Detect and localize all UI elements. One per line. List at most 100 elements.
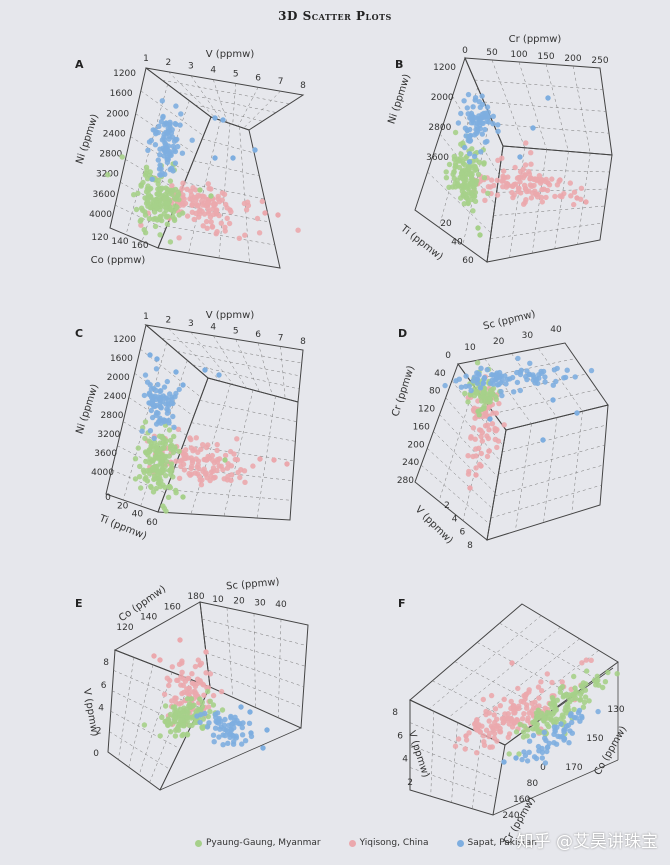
data-point-green — [580, 704, 587, 710]
data-point-green — [143, 474, 149, 481]
face-top-gridline — [454, 661, 551, 713]
face-left-gridline — [420, 464, 490, 525]
data-point-green — [184, 706, 190, 713]
data-point-blue — [211, 739, 217, 745]
data-point-green — [465, 200, 471, 207]
data-point-pink — [491, 735, 497, 741]
data-point-pink — [164, 445, 170, 451]
data-point-green — [458, 141, 464, 147]
face-left-gridline — [130, 136, 189, 174]
data-point-green — [150, 458, 156, 464]
data-point-green — [148, 484, 154, 491]
data-point-green — [479, 377, 486, 384]
data-point-green — [173, 710, 180, 716]
face-back-gridline — [491, 59, 526, 148]
data-point-pink — [515, 726, 521, 732]
data-point-pink — [219, 197, 225, 203]
data-point-green — [155, 181, 161, 187]
data-point-pink — [177, 458, 183, 464]
face-left-gridline — [113, 670, 201, 708]
data-point-blue — [166, 152, 173, 158]
data-point-blue — [481, 376, 487, 382]
data-point-green — [143, 450, 149, 456]
data-point-blue — [551, 740, 557, 746]
data-point-green — [144, 167, 150, 173]
data-point-pink — [177, 637, 183, 643]
data-point-green — [546, 710, 552, 716]
data-point-blue — [481, 114, 487, 120]
data-point-pink — [211, 201, 217, 207]
data-point-blue — [499, 377, 505, 384]
data-point-green — [536, 728, 542, 734]
data-point-green — [473, 166, 479, 172]
data-point-blue — [499, 392, 505, 399]
face-left-gridline — [123, 421, 180, 455]
data-point-blue — [524, 376, 530, 383]
data-point-blue — [228, 715, 234, 721]
data-point-blue — [478, 365, 484, 371]
data-point-blue — [206, 720, 212, 726]
data-point-blue — [539, 745, 545, 752]
data-point-green — [191, 713, 197, 719]
data-point-pink — [505, 734, 511, 740]
data-point-green — [144, 197, 150, 203]
face-top-gridline — [428, 615, 542, 710]
data-point-green — [470, 183, 476, 189]
face-right-gridline — [554, 151, 569, 249]
data-point-pink — [200, 193, 206, 199]
data-point-blue — [227, 734, 233, 740]
data-point-pink — [242, 232, 248, 238]
data-point-green — [148, 185, 154, 192]
data-point-blue — [223, 727, 229, 733]
data-point-green — [154, 463, 160, 470]
data-point-pink — [192, 446, 198, 452]
face-right-gridline — [174, 467, 293, 481]
x-tick-label: 170 — [565, 763, 582, 773]
face-left-gridline — [438, 385, 475, 502]
data-point-green — [149, 203, 156, 209]
data-point-pink — [202, 713, 209, 719]
data-point-pink — [513, 706, 519, 712]
data-point-green — [146, 172, 153, 178]
data-point-blue — [487, 380, 494, 386]
data-point-pink — [508, 698, 514, 705]
data-point-blue — [566, 740, 572, 746]
data-point-pink — [527, 176, 533, 182]
data-point-blue — [490, 372, 496, 378]
data-point-green — [565, 707, 572, 713]
data-point-pink — [186, 470, 192, 477]
data-point-green — [473, 180, 479, 186]
data-point-blue — [163, 147, 169, 154]
data-point-pink — [526, 689, 532, 695]
data-point-green — [140, 179, 146, 186]
data-point-green — [454, 177, 460, 183]
data-point-blue — [536, 375, 542, 381]
data-point-pink — [549, 693, 555, 699]
face-top-gridline — [190, 75, 223, 121]
data-point-pink — [256, 230, 263, 236]
data-point-pink — [190, 696, 197, 702]
box-face-right — [486, 404, 609, 541]
data-point-pink — [508, 718, 515, 724]
data-point-green — [451, 169, 457, 175]
data-point-pink — [476, 723, 482, 729]
data-point-green — [454, 156, 460, 162]
data-point-pink — [241, 468, 248, 474]
data-point-pink — [173, 695, 179, 701]
face-right-gridline — [490, 222, 603, 240]
data-point-pink — [179, 658, 185, 664]
data-point-green — [169, 468, 175, 474]
legend-item: Pyaung-Gaung, Myanmar — [195, 838, 321, 848]
data-point-pink — [510, 703, 516, 709]
data-point-pink — [216, 463, 222, 469]
data-point-pink — [192, 691, 199, 698]
data-point-pink — [522, 162, 529, 168]
data-point-pink — [195, 449, 201, 455]
data-point-pink — [538, 726, 544, 732]
data-point-blue — [161, 122, 168, 128]
data-point-pink — [197, 678, 203, 684]
data-point-pink — [245, 202, 252, 209]
y-tick-label: 1200 — [113, 335, 136, 345]
y-axis-label: Ni (ppmw) — [74, 113, 101, 166]
x-axis-label: V (ppmw) — [206, 310, 255, 321]
